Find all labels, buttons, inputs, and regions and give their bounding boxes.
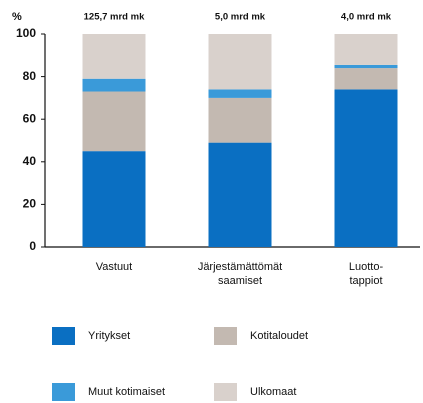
legend-label: Muut kotimaiset	[88, 386, 165, 398]
y-tick-label: 40	[23, 154, 37, 168]
legend-swatch	[214, 383, 237, 401]
bar-segment	[334, 68, 398, 90]
total-label: 125,7 mrd mk	[84, 12, 145, 23]
legend-swatch	[214, 327, 237, 345]
legend-label: Kotitaloudet	[250, 330, 308, 342]
legend-label: Yritykset	[88, 330, 130, 342]
bar-segment	[334, 64, 398, 69]
bar-segment	[208, 142, 272, 247]
legend-swatch	[52, 383, 75, 401]
legend-label: Ulkomaat	[250, 386, 296, 398]
y-tick-label: 80	[23, 69, 37, 83]
legend-swatch	[52, 327, 75, 345]
x-tick-line: tappiot	[349, 275, 382, 287]
bar-segment	[208, 34, 272, 90]
bar-segment	[208, 97, 272, 143]
x-tick-label: Vastuut	[96, 261, 133, 273]
x-tick-line: Vastuut	[96, 261, 133, 273]
bar-segment	[82, 91, 146, 152]
x-tick-line: Luotto-	[349, 261, 384, 273]
y-tick-label: 60	[23, 111, 37, 125]
bar-segment	[208, 89, 272, 98]
bar-segment	[334, 34, 398, 65]
x-tick-label: Järjestämättömät saamiset	[198, 261, 282, 287]
bar-segment	[82, 151, 146, 247]
y-tick-label: 100	[16, 26, 36, 40]
total-label: 4,0 mrd mk	[341, 12, 392, 23]
y-tick-label: 20	[23, 197, 37, 211]
bar-segment	[82, 78, 146, 92]
x-tick-line: Järjestämättömät	[198, 261, 282, 273]
bar-segment	[334, 89, 398, 247]
total-label: 5,0 mrd mk	[215, 12, 266, 23]
bar-segment	[82, 34, 146, 79]
x-tick-label: Luotto-tappiot	[349, 261, 384, 287]
y-axis-label: %	[12, 11, 22, 23]
y-tick-label: 0	[29, 239, 36, 253]
x-tick-line: saamiset	[218, 275, 262, 287]
